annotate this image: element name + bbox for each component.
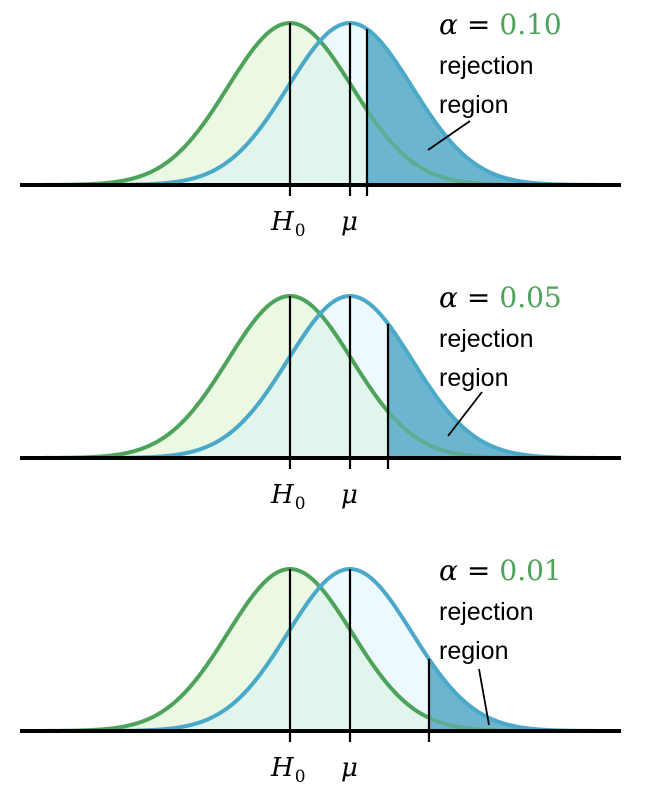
alpha-symbol: α <box>439 554 458 587</box>
h0-subscript: 0 <box>295 221 306 241</box>
alpha-symbol: α <box>439 281 458 314</box>
mu-label: μ <box>341 480 358 510</box>
overlap-fill <box>20 586 621 731</box>
rejection-label-line1: rejection <box>439 598 534 626</box>
mu-label: μ <box>341 207 358 237</box>
h0-subscript: 0 <box>295 767 306 787</box>
rejection-label-line1: rejection <box>439 52 534 80</box>
h0-letter: H <box>270 480 295 510</box>
overlap-fill <box>20 313 621 458</box>
rejection-label-line1: rejection <box>439 325 534 353</box>
panel-2: α = 0.05 rejection region H0 μ <box>19 281 622 514</box>
alpha-label: α = 0.10 <box>439 8 562 41</box>
h0-label: H0 <box>270 753 306 787</box>
panel-3: α = 0.01 rejection region H0 μ <box>19 554 622 787</box>
h0-label: H0 <box>270 207 306 241</box>
rejection-region-pointer <box>478 668 490 726</box>
h0-letter: H <box>270 753 295 783</box>
overlap-fill <box>20 40 621 186</box>
rejection-region-fill <box>388 323 621 458</box>
h0-letter: H <box>270 207 295 237</box>
alpha-value: 0.01 <box>499 554 561 587</box>
alpha-symbol: α <box>439 8 458 41</box>
alpha-equals: = <box>467 554 490 587</box>
rejection-label-line2: region <box>439 91 509 119</box>
alpha-equals: = <box>467 8 490 41</box>
alpha-label: α = 0.05 <box>439 281 562 314</box>
panel-1: α = 0.10 rejection region H0 μ <box>19 8 622 241</box>
alpha-equals: = <box>467 281 490 314</box>
rejection-region-pointer <box>447 391 483 437</box>
rejection-label-line2: region <box>439 364 509 392</box>
alpha-value: 0.10 <box>499 8 561 41</box>
h0-label: H0 <box>270 480 306 514</box>
rejection-region-pointer <box>427 120 471 151</box>
alpha-label: α = 0.01 <box>439 554 562 587</box>
mu-label: μ <box>341 753 358 783</box>
h0-subscript: 0 <box>295 494 306 514</box>
rejection-region-fill <box>367 28 621 186</box>
alpha-value: 0.05 <box>499 281 561 314</box>
rejection-label-line2: region <box>439 637 509 665</box>
